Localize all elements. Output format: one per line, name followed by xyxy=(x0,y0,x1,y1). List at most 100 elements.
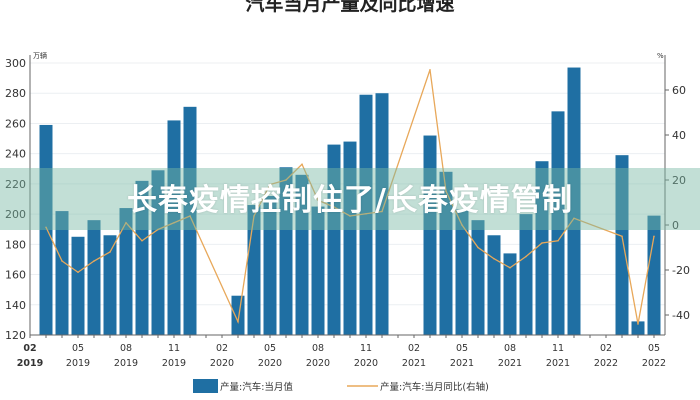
legend-bar-swatch xyxy=(193,379,218,393)
line-point xyxy=(141,239,143,242)
line-point xyxy=(253,215,255,217)
line-point xyxy=(525,255,527,258)
left-tick-label: 280 xyxy=(5,87,26,100)
x-tick-year: 2020 xyxy=(258,358,282,369)
bar xyxy=(295,174,309,335)
line-point xyxy=(45,226,47,229)
caption-banner xyxy=(0,168,700,230)
bar xyxy=(535,161,549,335)
bar xyxy=(343,141,357,335)
legend-line-label: 产量:汽车:当月同比(右轴) xyxy=(380,381,489,393)
x-tick-year: 2021 xyxy=(546,358,570,369)
left-tick-label: 260 xyxy=(5,117,26,130)
bar xyxy=(135,180,149,335)
bar xyxy=(151,170,165,335)
left-tick-label: 220 xyxy=(5,178,26,191)
chart-title: 汽车当月产量及同比增速 xyxy=(245,0,455,15)
line-point xyxy=(237,320,239,323)
line-point xyxy=(285,179,287,181)
x-tick-year: 2022 xyxy=(594,358,618,369)
line-point xyxy=(333,206,335,208)
bar xyxy=(55,211,69,335)
x-tick-month: 05 xyxy=(648,343,660,354)
left-unit-label: 万辆 xyxy=(33,51,47,60)
right-tick-label: -20 xyxy=(672,264,690,277)
line-point xyxy=(61,260,63,262)
x-tick-year: 2021 xyxy=(498,358,522,369)
bar xyxy=(551,111,565,335)
x-tick-month: 02 xyxy=(216,343,228,354)
x-tick-month: 05 xyxy=(72,343,84,354)
bar xyxy=(423,135,437,335)
bar xyxy=(103,235,117,335)
x-tick-month: 02 xyxy=(600,343,612,354)
line-point xyxy=(557,239,559,242)
line-point xyxy=(445,190,447,193)
line-point xyxy=(365,212,367,215)
bar xyxy=(183,106,197,335)
bar xyxy=(631,321,645,335)
line-point xyxy=(189,215,191,217)
bar xyxy=(167,120,181,335)
line-point xyxy=(381,210,383,213)
bar xyxy=(87,220,101,335)
left-tick-label: 160 xyxy=(5,269,26,282)
x-tick-year: 2021 xyxy=(402,358,426,369)
bar xyxy=(519,214,533,335)
left-tick-label: 240 xyxy=(5,148,26,161)
x-tick-year: 2019 xyxy=(162,358,186,369)
line-point xyxy=(573,217,575,220)
x-tick-year: 2020 xyxy=(354,358,378,369)
line-point xyxy=(125,221,127,224)
line-point xyxy=(109,251,111,253)
x-tick-month: 08 xyxy=(312,343,324,354)
line-point xyxy=(301,163,303,166)
legend-bar-label: 产量:汽车:当月值 xyxy=(220,381,293,393)
right-tick-label: 0 xyxy=(672,219,679,232)
line-point xyxy=(269,183,271,186)
right-tick-label: -40 xyxy=(672,309,690,322)
x-tick-year: 2020 xyxy=(306,358,330,369)
line-point xyxy=(461,224,463,226)
bar xyxy=(615,155,629,335)
line-point xyxy=(621,235,623,238)
bar xyxy=(263,195,277,335)
x-tick-month: 11 xyxy=(360,343,372,354)
left-tick-label: 140 xyxy=(5,299,26,312)
line-point xyxy=(637,323,639,325)
bar xyxy=(327,144,341,335)
line-point xyxy=(653,235,655,238)
bar xyxy=(375,93,389,335)
x-tick-year: 2021 xyxy=(450,358,474,369)
line-point xyxy=(93,260,95,262)
bar xyxy=(487,235,501,335)
left-tick-label: 300 xyxy=(5,57,26,70)
line-point xyxy=(317,199,319,202)
bar xyxy=(471,220,485,335)
bar xyxy=(647,215,661,335)
bar xyxy=(119,208,133,335)
x-tick-year: 2019 xyxy=(17,358,43,369)
bar xyxy=(311,206,325,335)
x-tick-month: 05 xyxy=(264,343,276,354)
caption-text: 长春疫情控制住了/长春疫情管制 xyxy=(127,183,573,218)
bar xyxy=(359,94,373,335)
bar xyxy=(279,167,293,335)
right-tick-label: 60 xyxy=(672,84,686,97)
x-tick-month: 08 xyxy=(504,343,516,354)
line-point xyxy=(173,221,175,224)
x-tick-month: 02 xyxy=(23,343,36,354)
bar xyxy=(567,67,581,336)
bar xyxy=(71,236,85,335)
line-point xyxy=(349,215,351,217)
x-tick-year: 2022 xyxy=(642,358,666,369)
x-tick-month: 02 xyxy=(408,343,420,354)
x-tick-month: 11 xyxy=(168,343,180,354)
line-point xyxy=(493,257,495,260)
line-point xyxy=(157,228,159,231)
x-tick-year: 2019 xyxy=(114,358,138,369)
left-tick-label: 200 xyxy=(5,208,26,221)
line-point xyxy=(477,246,479,249)
bar xyxy=(439,171,453,335)
